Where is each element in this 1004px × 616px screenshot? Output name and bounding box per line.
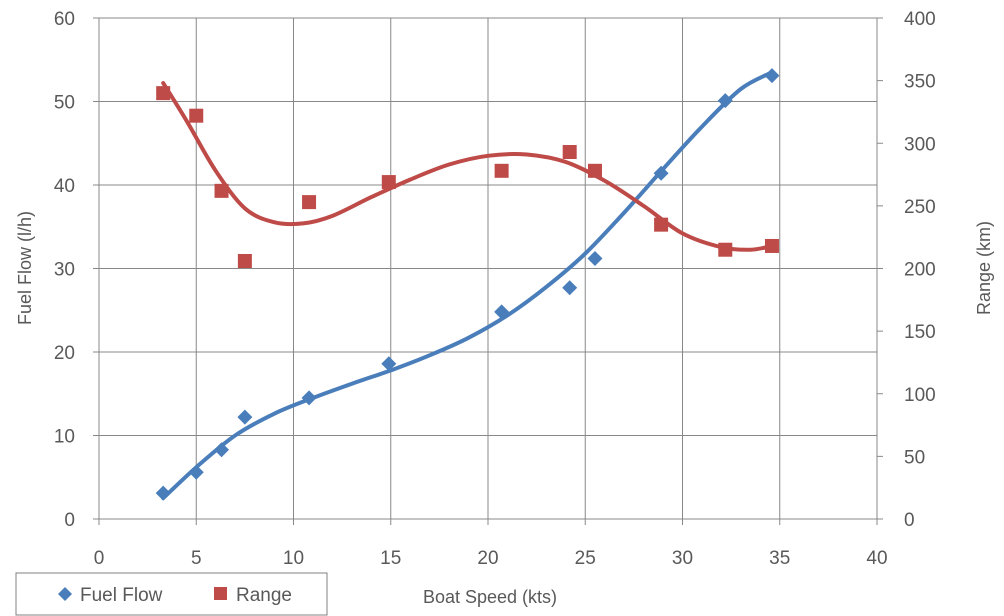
fuel-flow-point (587, 250, 603, 266)
y-left-tick-label: 50 (54, 93, 75, 114)
x-tick-label: 20 (477, 548, 498, 569)
y-left-tick-label: 30 (54, 260, 75, 281)
tick-labels: 0 5 10 15 20 25 30 35 40010203040506005010015020… (54, 9, 936, 569)
x-tick-label: 10 (283, 548, 304, 569)
x-tick-label: 35 (769, 548, 790, 569)
y-right-tick-label: 300 (904, 134, 936, 155)
legend-range-marker (214, 587, 227, 600)
grid (98, 17, 878, 520)
fuel-flow-point (301, 390, 317, 406)
range-trendline (161, 81, 774, 252)
x-tick-label: 5 (191, 548, 202, 569)
legend-fuel-flow-label: Fuel Flow (80, 585, 163, 606)
y-left-tick-label: 20 (54, 343, 75, 364)
y-right-tick-label: 150 (904, 322, 936, 343)
fuel-flow-point (155, 485, 171, 501)
y-axis-right-title: Range (km) (974, 221, 994, 315)
x-tick-label: 25 (575, 548, 596, 569)
y-left-tick-label: 60 (54, 9, 75, 30)
y-axis-left-title: Fuel Flow (l/h) (15, 211, 35, 325)
x-tick-label: 15 (380, 548, 401, 569)
range-point (189, 108, 204, 123)
x-tick-label: 40 (866, 548, 887, 569)
range-point (718, 242, 733, 257)
fuel-flow-point (237, 409, 253, 425)
range-point (156, 86, 171, 101)
axes (93, 17, 883, 525)
y-left-tick-label: 10 (54, 427, 75, 448)
range-point (562, 145, 577, 160)
fuel-flow-point (653, 165, 669, 181)
y-right-tick-label: 50 (904, 447, 925, 468)
range-point (587, 163, 602, 178)
fuel-flow-point (188, 464, 204, 480)
x-axis-title: Boat Speed (kts) (423, 587, 557, 607)
range-point (654, 217, 669, 232)
plot-area (155, 68, 780, 501)
fuel-flow-point (494, 304, 510, 320)
y-left-tick-label: 0 (64, 510, 75, 531)
legend-fuel-flow-marker (58, 587, 72, 601)
range-point (237, 253, 252, 268)
y-right-tick-label: 100 (904, 385, 936, 406)
y-left-tick-label: 40 (54, 176, 75, 197)
range-point (302, 195, 317, 210)
y-right-tick-label: 0 (904, 510, 915, 531)
fuel-flow-point (562, 280, 578, 296)
x-tick-label: 0 (94, 548, 105, 569)
y-right-tick-label: 200 (904, 260, 936, 281)
fuel-flow-point (717, 93, 733, 109)
fuel-flow-trendline (161, 70, 774, 501)
range-point (214, 183, 229, 198)
fuel-flow-point (381, 356, 397, 372)
range-point (381, 175, 396, 190)
legend-range-label: Range (236, 585, 292, 606)
x-tick-label: 30 (672, 548, 693, 569)
fuel-flow-point (764, 68, 780, 84)
fuel-flow-point (214, 442, 230, 458)
legend: Fuel Flow Range (15, 572, 328, 616)
y-right-tick-label: 250 (904, 197, 936, 218)
range-point (494, 163, 509, 178)
y-right-tick-label: 350 (904, 72, 936, 93)
y-right-tick-label: 400 (904, 9, 936, 30)
range-point (764, 238, 779, 253)
